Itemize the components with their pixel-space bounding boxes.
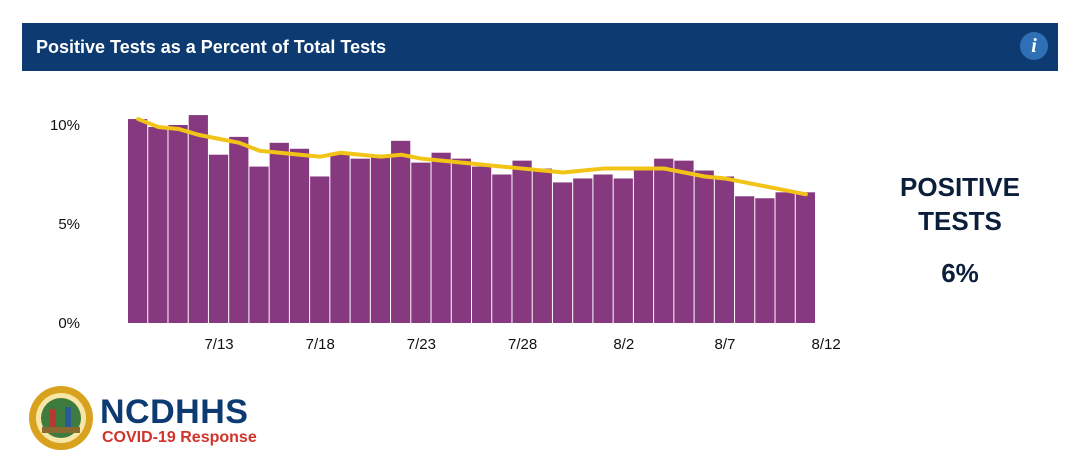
info-icon[interactable]: i [1020,32,1048,60]
bar-7/12[interactable] [188,115,208,323]
kpi-label: POSITIVE TESTS [900,172,1020,236]
x-tick-label: 7/23 [407,336,436,353]
x-tick-label: 8/12 [812,336,841,353]
chart-area: 0% 5% 10% 7/13 7/18 7/23 7/28 8/2 8/7 8/12 [50,115,841,353]
bar-7/31[interactable] [573,178,593,323]
brand-subtitle: COVID-19 Response [102,429,257,446]
bar-7/16[interactable] [269,142,289,323]
kpi-value: 6% [941,258,979,288]
brand-name: NCDHHS [100,393,249,431]
chart-header: Positive Tests as a Percent of Total Tes… [22,23,1058,71]
y-tick-label: 5% [58,216,80,233]
y-tick-label: 10% [50,117,80,134]
bar-7/28[interactable] [512,160,532,323]
ncdhhs-logo: NCDHHS COVID-19 Response [28,385,288,455]
bar-7/10[interactable] [148,126,168,323]
bar-8/11[interactable] [795,192,815,323]
bar-7/25[interactable] [451,158,471,323]
bar-8/8[interactable] [735,196,755,323]
x-tick-label: 7/13 [204,336,233,353]
bar-7/27[interactable] [492,174,512,324]
x-tick-label: 8/2 [613,336,634,353]
bar-7/26[interactable] [472,166,492,323]
x-tick-label: 7/18 [306,336,335,353]
bar-8/6[interactable] [694,170,714,323]
bar-7/23[interactable] [411,162,431,323]
bar-7/24[interactable] [431,152,451,323]
y-tick-label: 0% [58,315,80,332]
bar-8/3[interactable] [633,168,654,323]
bar-8/10[interactable] [775,192,795,323]
bar-7/29[interactable] [532,168,552,323]
bar-7/11[interactable] [168,125,188,323]
bar-8/5[interactable] [674,160,694,323]
bar-7/22[interactable] [391,140,411,323]
chart-title: Positive Tests as a Percent of Total Tes… [36,36,387,57]
bar-8/7[interactable] [714,176,735,323]
state-seal-icon [29,386,93,450]
bar-8/9[interactable] [755,198,775,323]
bar-7/19[interactable] [330,152,350,323]
bar-8/2[interactable] [613,178,633,323]
bar-7/21[interactable] [370,154,391,323]
average-line [136,117,808,197]
bar-7/20[interactable] [350,158,370,323]
x-tick-label: 7/28 [508,336,537,353]
bar-7/18[interactable] [310,176,330,323]
bar-7/15[interactable] [249,166,269,323]
bar-7/13[interactable] [208,154,229,323]
bar-8/4[interactable] [654,158,674,323]
bar-7/30[interactable] [552,182,573,323]
bar-8/1[interactable] [593,174,613,324]
bar-7/9[interactable] [128,119,148,323]
x-tick-label: 8/7 [715,336,736,353]
bar-7/17[interactable] [289,148,310,323]
bar-7/14[interactable] [229,136,249,323]
